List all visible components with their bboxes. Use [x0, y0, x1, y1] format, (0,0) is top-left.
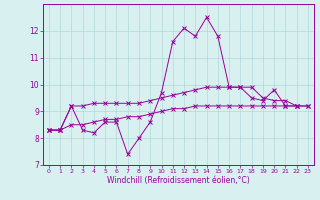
X-axis label: Windchill (Refroidissement éolien,°C): Windchill (Refroidissement éolien,°C): [107, 176, 250, 185]
